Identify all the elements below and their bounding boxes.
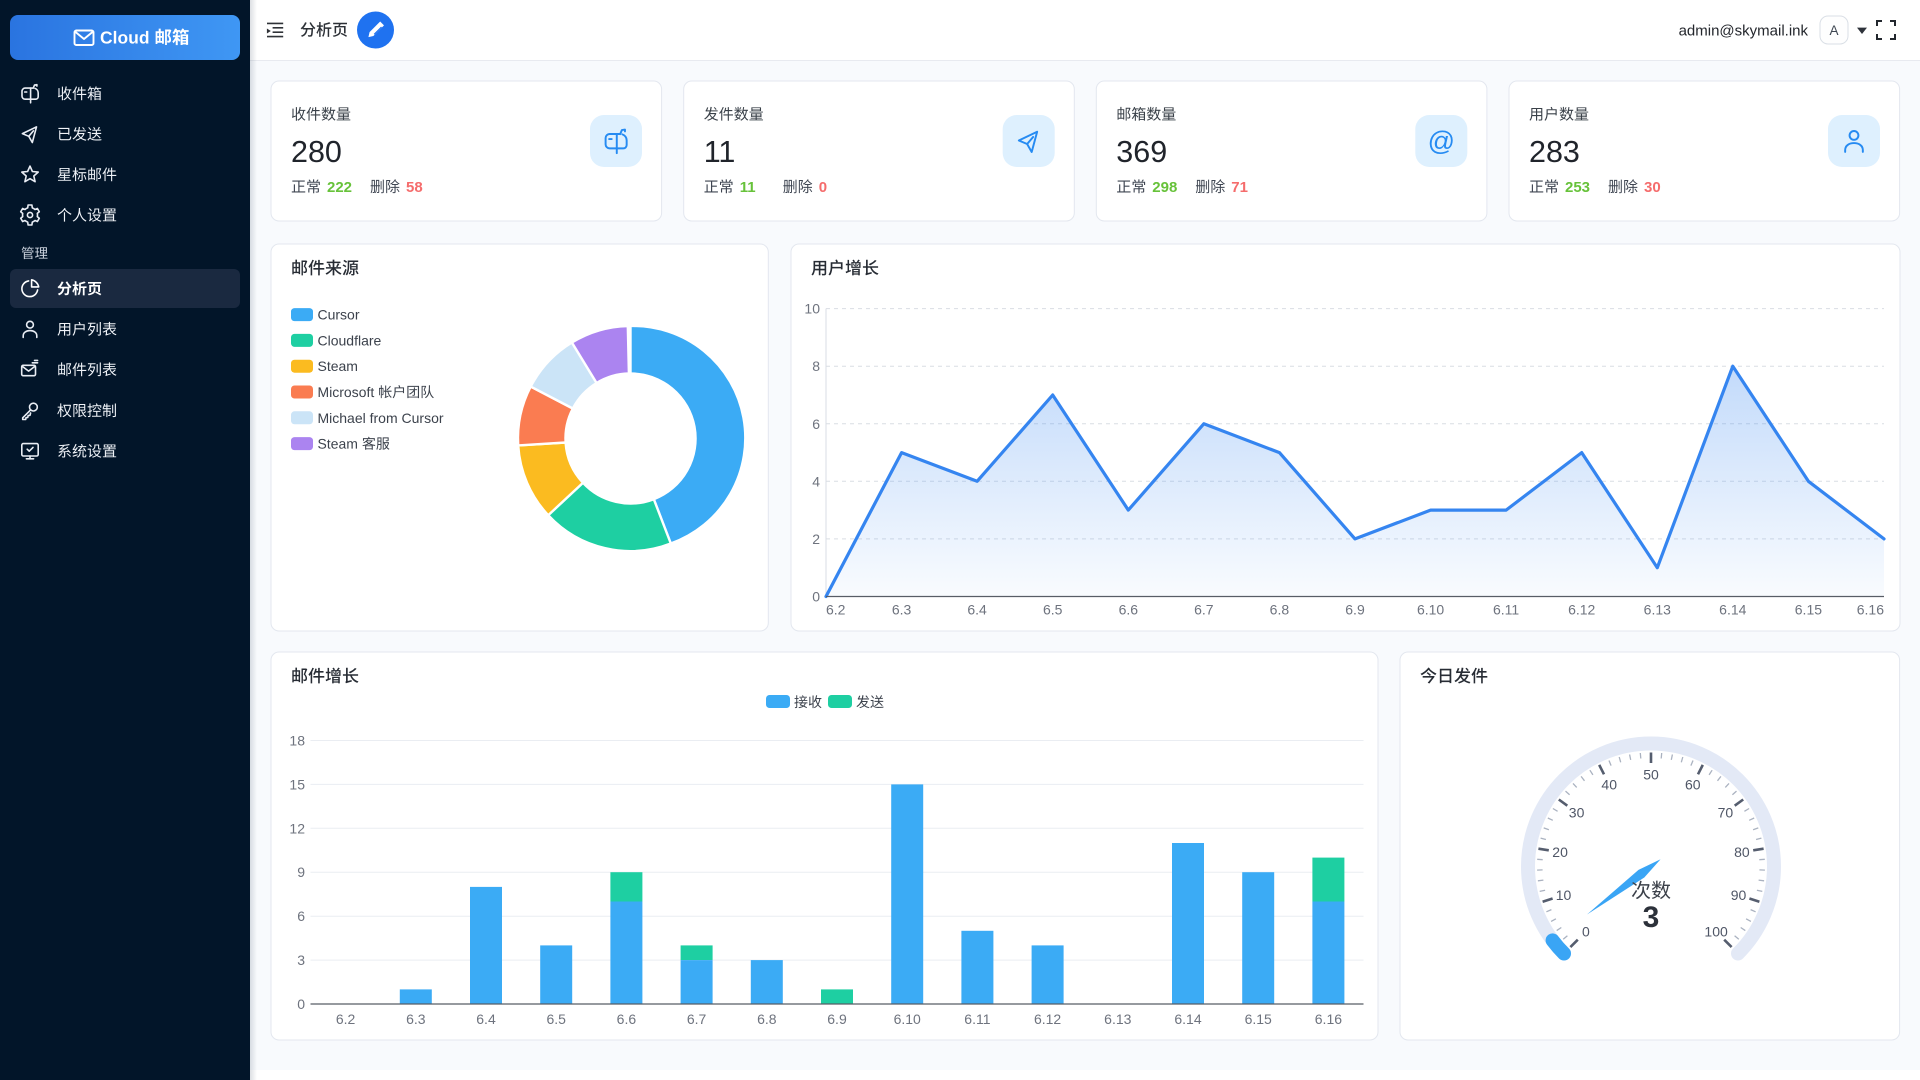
svg-text:6.5: 6.5 <box>1043 602 1063 618</box>
svg-text:50: 50 <box>1643 767 1659 783</box>
svg-text:6.7: 6.7 <box>1194 602 1214 618</box>
svg-text:15: 15 <box>289 776 305 792</box>
svg-text:0: 0 <box>297 996 305 1012</box>
svg-text:298: 298 <box>1152 179 1177 196</box>
svg-text:280: 280 <box>291 135 342 169</box>
svg-text:@: @ <box>1428 126 1455 156</box>
svg-text:3: 3 <box>1643 901 1660 934</box>
svg-text:6.12: 6.12 <box>1034 1011 1061 1027</box>
svg-text:6.13: 6.13 <box>1104 1011 1131 1027</box>
svg-text:6.16: 6.16 <box>1315 1011 1342 1027</box>
svg-text:admin@skymail.ink: admin@skymail.ink <box>1679 23 1809 40</box>
svg-text:6.15: 6.15 <box>1795 602 1822 618</box>
svg-text:253: 253 <box>1565 179 1590 196</box>
svg-text:30: 30 <box>1644 179 1661 196</box>
svg-text:6: 6 <box>297 908 305 924</box>
svg-text:11: 11 <box>704 135 736 169</box>
svg-text:9: 9 <box>297 864 305 880</box>
svg-text:6.6: 6.6 <box>1119 602 1139 618</box>
svg-text:90: 90 <box>1731 887 1747 903</box>
svg-text:6.9: 6.9 <box>827 1011 847 1027</box>
svg-text:12: 12 <box>289 820 305 836</box>
svg-text:6.7: 6.7 <box>687 1011 707 1027</box>
svg-text:80: 80 <box>1734 844 1750 860</box>
svg-text:100: 100 <box>1704 924 1728 940</box>
svg-text:8: 8 <box>812 358 820 374</box>
svg-text:6.2: 6.2 <box>826 602 846 618</box>
svg-text:Cursor: Cursor <box>318 307 360 323</box>
svg-text:Michael from Cursor: Michael from Cursor <box>318 410 444 426</box>
svg-text:20: 20 <box>1552 844 1568 860</box>
svg-text:6.3: 6.3 <box>406 1011 426 1027</box>
svg-text:0: 0 <box>812 589 820 605</box>
svg-text:6: 6 <box>812 416 820 432</box>
svg-text:Steam: Steam <box>318 358 358 374</box>
svg-text:6.10: 6.10 <box>894 1011 921 1027</box>
svg-text:18: 18 <box>289 733 305 749</box>
svg-text:10: 10 <box>804 301 820 317</box>
svg-text:6.11: 6.11 <box>1493 602 1519 618</box>
svg-text:11: 11 <box>740 179 756 196</box>
svg-text:0: 0 <box>819 179 827 196</box>
svg-text:10: 10 <box>1556 887 1572 903</box>
svg-text:6.13: 6.13 <box>1644 602 1671 618</box>
svg-text:6.4: 6.4 <box>967 602 987 618</box>
svg-text:6.8: 6.8 <box>757 1011 777 1027</box>
svg-text:283: 283 <box>1529 135 1580 169</box>
svg-text:3: 3 <box>297 952 305 968</box>
svg-text:6.16: 6.16 <box>1857 602 1884 618</box>
svg-text:6.12: 6.12 <box>1568 602 1595 618</box>
svg-text:58: 58 <box>406 179 423 196</box>
svg-text:6.4: 6.4 <box>476 1011 496 1027</box>
svg-text:2: 2 <box>812 531 820 547</box>
svg-text:369: 369 <box>1116 135 1167 169</box>
svg-text:6.8: 6.8 <box>1270 602 1290 618</box>
svg-text:222: 222 <box>327 179 352 196</box>
svg-text:6.9: 6.9 <box>1345 602 1365 618</box>
svg-text:6.2: 6.2 <box>336 1011 356 1027</box>
svg-text:6.11: 6.11 <box>964 1011 990 1027</box>
svg-text:60: 60 <box>1685 777 1701 793</box>
svg-text:6.3: 6.3 <box>892 602 912 618</box>
svg-text:A: A <box>1829 23 1838 38</box>
svg-text:30: 30 <box>1569 804 1585 820</box>
svg-text:70: 70 <box>1718 804 1734 820</box>
svg-text:0: 0 <box>1582 924 1590 940</box>
svg-text:Cloudflare: Cloudflare <box>318 332 382 348</box>
svg-text:6.15: 6.15 <box>1245 1011 1272 1027</box>
svg-text:6.14: 6.14 <box>1174 1011 1201 1027</box>
svg-text:6.6: 6.6 <box>617 1011 637 1027</box>
svg-text:6.10: 6.10 <box>1417 602 1444 618</box>
svg-text:6.5: 6.5 <box>546 1011 566 1027</box>
svg-text:4: 4 <box>812 473 820 489</box>
svg-text:6.14: 6.14 <box>1719 602 1746 618</box>
svg-text:40: 40 <box>1601 777 1617 793</box>
svg-text:71: 71 <box>1231 179 1248 196</box>
